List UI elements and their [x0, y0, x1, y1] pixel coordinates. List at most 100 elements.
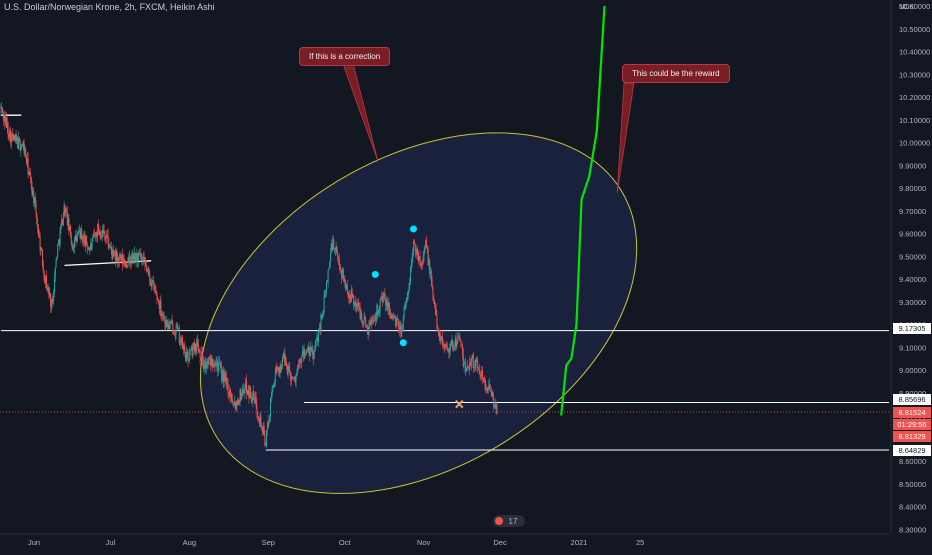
candle [218, 362, 220, 364]
candle [62, 215, 64, 226]
candle [185, 353, 187, 361]
candle [256, 405, 258, 414]
candle [415, 249, 417, 252]
candle [367, 330, 369, 335]
candle [359, 309, 361, 319]
candle [47, 288, 49, 290]
candle [477, 368, 479, 370]
candle [449, 343, 451, 350]
candle [221, 365, 223, 381]
candle [126, 265, 128, 267]
candle [465, 363, 467, 372]
candle [21, 144, 23, 147]
candle [160, 300, 162, 316]
candle [425, 240, 427, 247]
candle [201, 351, 203, 361]
candle [396, 317, 398, 326]
candle [290, 378, 292, 381]
candle [465, 368, 467, 372]
candle [127, 257, 129, 266]
candle [206, 361, 208, 366]
candle [456, 343, 458, 347]
candle [120, 255, 122, 261]
candle [53, 292, 55, 302]
candle [241, 395, 243, 400]
candle [77, 234, 79, 237]
candle [236, 402, 238, 406]
candle [363, 317, 365, 322]
candle [122, 259, 124, 265]
candle [138, 252, 140, 254]
y-tick-label: 9.30000 [899, 298, 926, 307]
candle [426, 247, 428, 249]
candle [447, 349, 449, 351]
candle [229, 389, 231, 398]
candle [476, 359, 478, 362]
candle [29, 172, 31, 178]
correction-callout[interactable]: If this is a correction [299, 47, 391, 66]
candle [99, 232, 101, 236]
candle [107, 235, 109, 245]
candle [341, 268, 343, 278]
candle [403, 307, 405, 317]
candle [169, 321, 171, 324]
candle [451, 340, 453, 344]
candle [25, 157, 27, 164]
candle [139, 252, 141, 254]
candle [407, 292, 409, 299]
cross-marker [455, 399, 464, 409]
candle [393, 316, 395, 318]
reward-callout[interactable]: This could be the reward [622, 64, 730, 83]
candle [131, 256, 133, 260]
candle [261, 426, 263, 428]
candle [374, 319, 376, 321]
candle [32, 190, 34, 196]
candle [285, 361, 287, 366]
candle [473, 358, 475, 368]
candle [409, 282, 411, 290]
candle [171, 321, 173, 325]
marker-dot [371, 270, 379, 278]
candle [198, 350, 200, 353]
candle [41, 250, 43, 266]
candle [301, 355, 303, 364]
candle [52, 299, 54, 302]
candle [30, 177, 32, 188]
candle [431, 279, 433, 288]
candle [322, 311, 324, 315]
candle [170, 321, 172, 323]
candle [63, 205, 65, 216]
candle [13, 135, 15, 141]
candle [425, 240, 427, 248]
tradingview-logo[interactable]: 17 [492, 514, 526, 528]
candle [65, 208, 67, 214]
candle [128, 255, 130, 258]
candle [342, 268, 344, 280]
candle [13, 135, 15, 141]
candle [389, 313, 391, 318]
candle [480, 374, 482, 376]
x-tick-label: Jul [106, 538, 116, 547]
candle [245, 379, 247, 394]
candle [488, 384, 490, 389]
candle [16, 137, 18, 140]
candle [274, 372, 276, 384]
candle [103, 230, 105, 233]
candle [145, 266, 147, 271]
candle [353, 302, 355, 306]
candle [169, 323, 171, 329]
candle [75, 235, 77, 241]
candle [310, 347, 312, 351]
candle [173, 333, 175, 335]
candle [68, 217, 70, 231]
candle [159, 300, 161, 310]
candle [1, 107, 3, 113]
candle [484, 379, 486, 385]
candle [69, 225, 71, 236]
candle [288, 365, 290, 367]
candle [17, 137, 19, 149]
candle [298, 359, 300, 368]
candle [395, 320, 397, 326]
